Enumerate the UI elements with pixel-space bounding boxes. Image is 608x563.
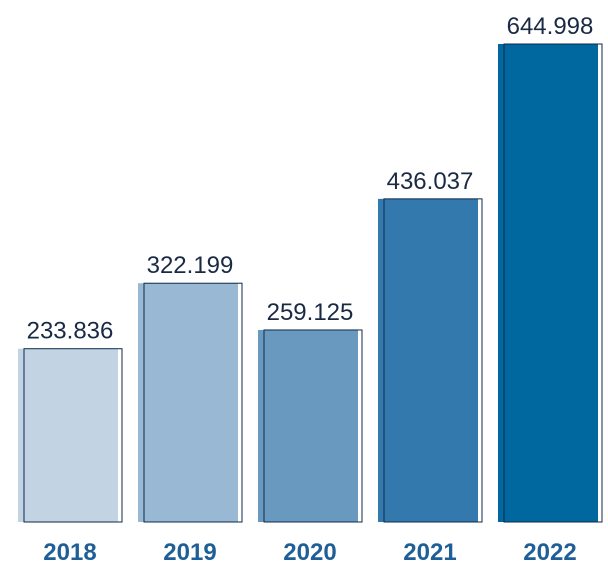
bar-group-2021: 436.037 2021	[378, 168, 483, 563]
bar-group-2020: 259.125 2020	[258, 299, 363, 563]
bar-outline-2022	[503, 43, 603, 523]
value-label-2021: 436.037	[387, 168, 474, 195]
value-label-2020: 259.125	[267, 299, 354, 326]
bar-2020	[258, 329, 358, 522]
value-label-2022: 644.998	[507, 13, 594, 40]
bar-2022	[498, 44, 598, 522]
category-label-2021: 2021	[403, 539, 456, 563]
bar-outline-2020	[263, 329, 363, 523]
value-label-2018: 233.836	[27, 318, 114, 345]
bar-outline-2019	[143, 282, 243, 523]
bar-outline-2021	[383, 198, 483, 523]
bar-2019	[138, 283, 238, 522]
bar-group-2018: 233.836 2018	[18, 318, 123, 563]
category-label-2020: 2020	[283, 539, 336, 563]
category-label-2019: 2019	[163, 539, 216, 563]
value-label-2019: 322.199	[147, 252, 234, 279]
bar-group-2019: 322.199 2019	[138, 252, 243, 563]
bar-outline-2018	[23, 348, 123, 523]
category-label-2022: 2022	[523, 539, 576, 563]
category-label-2018: 2018	[43, 539, 96, 563]
bar-2018	[18, 348, 118, 522]
bar-2021	[378, 198, 478, 522]
bar-group-2022: 644.998 2022	[498, 13, 603, 563]
